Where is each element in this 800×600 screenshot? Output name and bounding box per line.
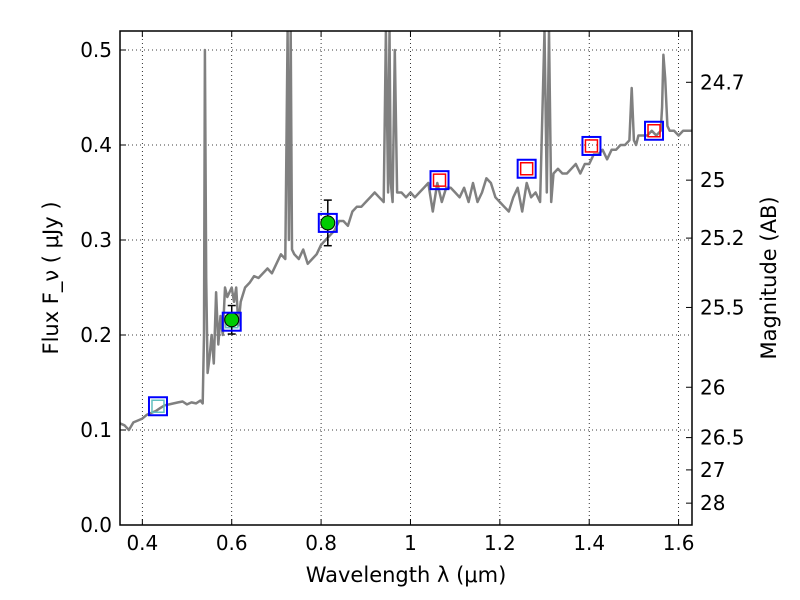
ticks-layer: 0.4 0.6 0.8 1 1.2 1.4 1.6 0.0 0.1 0.2 0.3 0.4 0.5 24.… [80, 31, 745, 555]
red-box-marker-0 [432, 173, 447, 187]
blue-box-marker-6 [644, 120, 665, 141]
y-axis-label: Flux F_ν ( μJy ) [39, 201, 64, 354]
green-point-1 [320, 215, 336, 231]
x-tick-label-1: 0.6 [216, 531, 248, 555]
x-axis-label: Wavelength λ (μm) [306, 563, 507, 587]
x-tick-label-6: 1.6 [663, 531, 695, 555]
right-tick-label-2: 25.2 [700, 226, 745, 250]
right-tick-label-6: 27 [700, 458, 725, 482]
x-tick-label-2: 0.8 [305, 531, 337, 555]
blue-box-marker-0 [147, 396, 168, 417]
red-box-marker-1 [519, 162, 534, 176]
x-tick-label-3: 1 [404, 531, 417, 555]
y-tick-label-4: 0.4 [80, 133, 112, 157]
x-tick-label-0: 0.4 [126, 531, 158, 555]
right-tick-label-4: 26 [700, 375, 725, 399]
y-tick-label-5: 0.5 [80, 38, 112, 62]
blue-box-marker-2 [317, 212, 338, 233]
y-tick-label-0: 0.0 [80, 513, 112, 537]
blue-box-marker-5 [581, 135, 602, 156]
green-point-0 [224, 312, 240, 328]
plot-frame [119, 30, 693, 526]
red-box-marker-2 [584, 139, 599, 153]
right-tick-label-5: 26.5 [700, 426, 745, 450]
x-tick-label-5: 1.4 [573, 531, 605, 555]
blue-box-marker-1 [221, 311, 242, 332]
right-tick-label-7: 28 [700, 491, 725, 515]
blue-box-marker-4 [516, 158, 537, 179]
red-box-marker-3 [647, 124, 661, 138]
markers-layer [147, 120, 665, 417]
right-tick-label-1: 25 [700, 168, 725, 192]
y-tick-label-2: 0.2 [80, 323, 112, 347]
y-tick-label-1: 0.1 [80, 418, 112, 442]
blue-box-marker-3 [429, 170, 450, 191]
teal-band-marker-0 [151, 399, 165, 413]
right-tick-label-3: 25.5 [700, 295, 745, 319]
y-tick-label-3: 0.3 [80, 228, 112, 252]
x-tick-label-4: 1.2 [484, 531, 516, 555]
y-axis-label-right: Magnitude (AB) [757, 196, 781, 359]
right-tick-label-0: 24.7 [700, 70, 745, 94]
